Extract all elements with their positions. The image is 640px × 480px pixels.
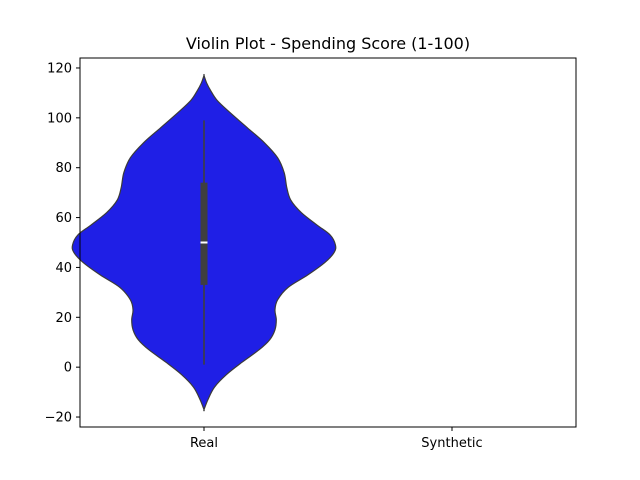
y-tick-label: 60 [55,211,72,226]
y-tick-label: 100 [47,111,72,126]
y-tick-label: 0 [64,361,72,376]
y-tick-label: 40 [55,261,72,276]
y-tick-label: −20 [45,411,72,426]
x-axis: Real Synthetic [190,427,483,451]
plot-frame [79,57,577,428]
y-tick-label: 20 [55,311,72,326]
violin-iqr-box [200,182,208,285]
y-tick-label: 120 [47,61,72,76]
x-tick-label: Synthetic [421,436,482,451]
y-axis: −20 0 20 40 60 80 100 120 [45,61,80,426]
y-tick-label: 80 [55,161,72,176]
x-tick-label: Real [190,436,218,451]
chart-title: Violin Plot - Spending Score (1-100) [186,34,470,53]
violins-layer [71,73,337,412]
